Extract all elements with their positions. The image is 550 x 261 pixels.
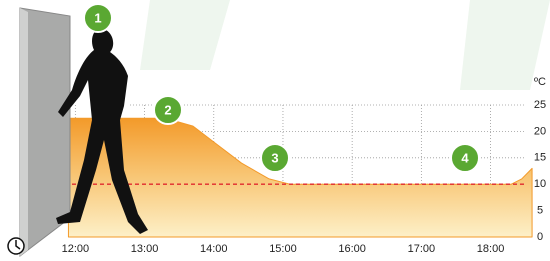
x-tick-label: 12:00: [62, 243, 90, 255]
y-tick-label: 20: [534, 125, 546, 137]
x-tick-label: 18:00: [477, 243, 505, 255]
annotation-marker: 1: [84, 4, 112, 32]
annotation-marker: 3: [261, 144, 289, 172]
annotation-marker: 4: [451, 144, 479, 172]
y-tick-label: 25: [534, 99, 546, 111]
watermark: [140, 0, 230, 70]
annotation-label: 4: [461, 150, 469, 165]
unit-label: ºC: [534, 76, 546, 88]
x-tick-label: 17:00: [408, 243, 436, 255]
annotation-label: 2: [164, 102, 171, 117]
door-edge: [20, 8, 28, 256]
x-tick-label: 15:00: [269, 243, 297, 255]
y-tick-label: 15: [534, 152, 546, 164]
y-tick-label: 10: [534, 178, 546, 190]
chart: ºC 0 5 10 15 20 25 12:00 13:00 14:00 15:00 16:00 17…: [0, 0, 550, 261]
y-tick-label: 5: [537, 205, 543, 217]
page: ºC 0 5 10 15 20 25 12:00 13:00 14:00 15:00 16:00 17…: [0, 0, 550, 261]
annotation-marker: 2: [154, 96, 182, 124]
annotation-label: 1: [94, 10, 101, 25]
annotation-label: 3: [271, 150, 278, 165]
clock-icon: [8, 238, 24, 254]
x-tick-label: 13:00: [131, 243, 159, 255]
x-tick-label: 14:00: [200, 243, 228, 255]
y-tick-label: 0: [537, 231, 543, 243]
x-tick-label: 16:00: [338, 243, 366, 255]
